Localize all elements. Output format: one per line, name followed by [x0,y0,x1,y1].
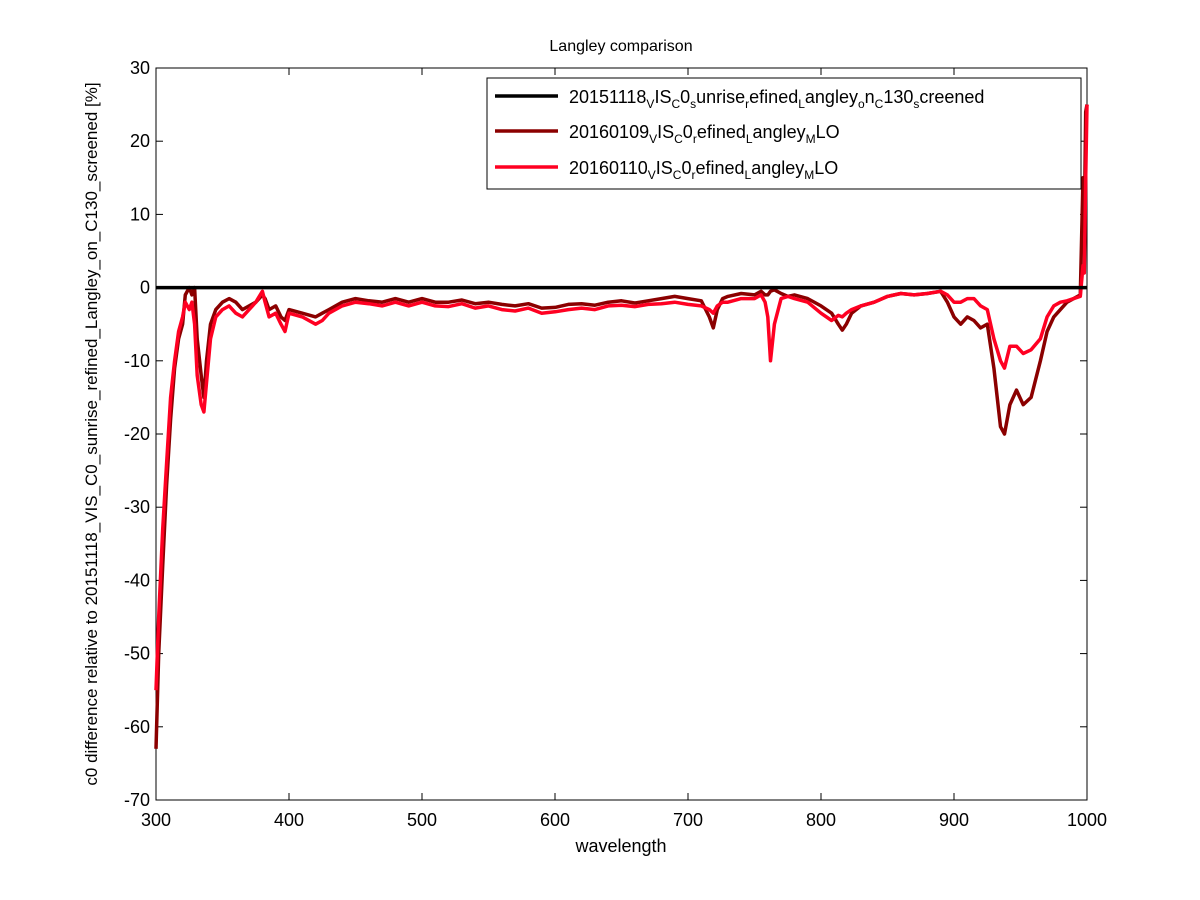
plot-area [155,67,1088,801]
chart-title: Langley comparison [549,38,692,55]
x-tick-label: 400 [274,810,304,830]
axis-ticks: 300 400 500 600 700 800 900 1000 30 20 10 0 -10 -20 -3… [124,58,1107,830]
y-tick-label: 10 [130,204,150,224]
y-tick-label: -30 [124,497,150,517]
series-line-1 [154,104,1089,749]
y-tick-label: -60 [124,717,150,737]
y-tick-label: -50 [124,644,150,664]
series-lines [154,104,1089,749]
x-tick-label: 600 [540,810,570,830]
legend-label-1: 20160109VISC0refinedLangleyMLO [569,122,840,146]
y-tick-label: 0 [140,278,150,298]
y-tick-label: 30 [130,58,150,78]
x-tick-label: 500 [407,810,437,830]
y-tick-label: -40 [124,570,150,590]
y-tick-label: -20 [124,424,150,444]
legend: 20151118VISC0sunriserefinedLangleyonC130… [486,77,1082,190]
x-tick-label: 900 [939,810,969,830]
x-tick-label: 300 [141,810,171,830]
x-tick-label: 1000 [1067,810,1107,830]
y-axis-label: c0 difference relative to 20151118_VIS_C… [82,82,101,785]
series-line-2 [154,104,1089,691]
y-tick-label: 20 [130,131,150,151]
y-tick-label: -70 [124,790,150,810]
y-tick-label: -10 [124,351,150,371]
x-tick-label: 700 [673,810,703,830]
legend-box [486,77,1082,190]
x-tick-label: 800 [806,810,836,830]
legend-label-2: 20160110VISC0refinedLangleyMLO [569,158,838,182]
legend-label-0: 20151118VISC0sunriserefinedLangleyonC130… [569,87,984,111]
x-axis-label: wavelength [574,836,666,856]
